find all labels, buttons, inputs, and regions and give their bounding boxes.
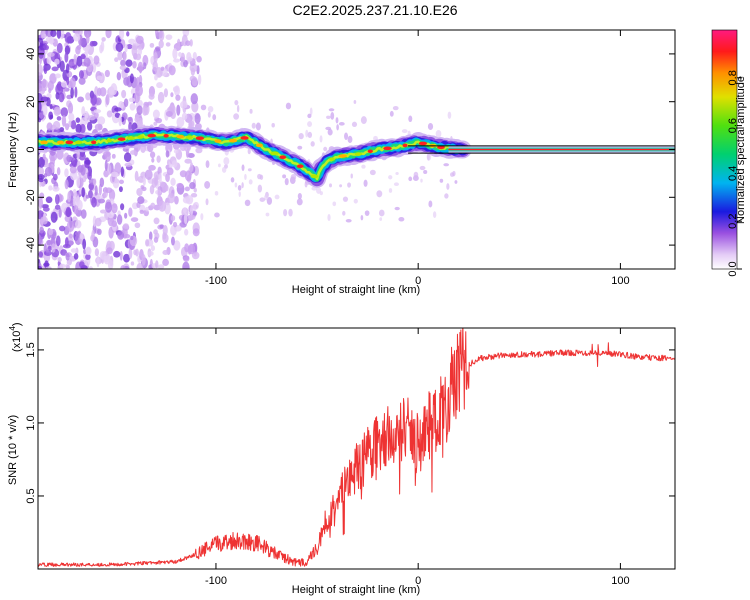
snr-scale-factor: (x104) [8, 322, 23, 352]
spectrogram-ylabel: Frequency (Hz) [7, 112, 19, 188]
snr-scale-base: (x10 [11, 331, 23, 352]
snr-xlabel: Height of straight line (km) [292, 584, 420, 596]
snr-series-line [38, 328, 675, 567]
snr-xtick-label: 0 [415, 575, 421, 587]
snr-scale-exponent: 4 [8, 326, 17, 331]
spectrogram-panel: -100 0 100 -40 -20 0 20 40 Height of straight l… [7, 29, 676, 296]
snr-xtick-label: 100 [611, 575, 629, 587]
spectrogram-axes: -100 0 100 -40 -20 0 20 40 [25, 30, 675, 287]
spectrogram-noise [38, 30, 458, 269]
spectrogram-ytick-label: 20 [25, 96, 37, 108]
colorbar-tick-label: 0.4 [727, 166, 739, 181]
spectrogram-xtick-label: -100 [205, 275, 227, 287]
snr-panel: -100 0 100 0.5 1.0 1.5 Height of straight lin… [7, 322, 676, 596]
snr-ylabel: SNR (10 * v/v) [7, 415, 19, 485]
colorbar: 0.0 0.2 0.4 0.6 0.8 Normalized spectral ampl… [711, 29, 747, 277]
colorbar-tick-label: 0.8 [727, 70, 739, 85]
snr-xtick-label: -100 [205, 575, 227, 587]
snr-axes: -100 0 100 0.5 1.0 1.5 [25, 328, 675, 587]
colorbar-gradient [712, 30, 737, 269]
figure-title: C2E2.2025.237.21.10.E26 [292, 2, 457, 18]
spectrogram-ytick-label: 40 [25, 48, 37, 60]
colorbar-tick-label: 0.2 [727, 214, 739, 229]
snr-ytick-label: 1.5 [25, 342, 37, 357]
colorbar-label: Normalized spectral amplitude [735, 76, 747, 224]
spectrogram-ytick-label: 0 [25, 146, 37, 152]
snr-frame [37, 327, 676, 570]
snr-ytick-label: 1.0 [25, 415, 37, 430]
spectrogram-xtick-label: 100 [611, 275, 629, 287]
spectrogram-ytick-label: -20 [25, 189, 37, 205]
spectrogram-ytick-label: -40 [25, 237, 37, 253]
snr-ytick-label: 0.5 [25, 488, 37, 503]
spectrogram-ridge [38, 125, 472, 188]
reference-lines [408, 145, 675, 154]
colorbar-ticks: 0.0 0.2 0.4 0.6 0.8 [727, 70, 742, 277]
spectrogram-xlabel: Height of straight line (km) [292, 284, 420, 296]
colorbar-tick-label: 0.0 [727, 261, 739, 276]
spectrogram-xtick-label: 0 [415, 275, 421, 287]
colorbar-tick-label: 0.6 [727, 118, 739, 133]
svg-text:(x104): (x104) [8, 322, 23, 352]
